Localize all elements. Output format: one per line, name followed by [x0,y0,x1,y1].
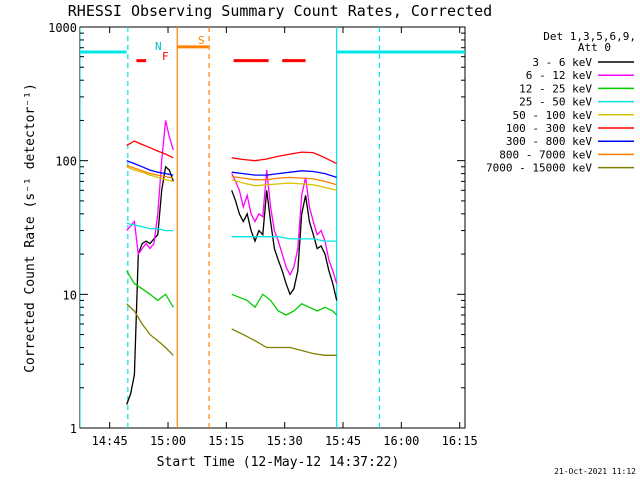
footer-date: 21-Oct-2021 11:12 [554,467,636,476]
series-line-0-0 [126,165,174,405]
legend-label-4: 50 - 100 keV [513,109,593,122]
series-line-6-0 [126,160,174,176]
series-line-8-1 [231,328,337,356]
series-line-3-0 [126,222,174,232]
series-line-5-0 [126,140,174,159]
x-tick-label-0: 14:45 [92,434,128,448]
series-line-1-0 [126,120,174,256]
chart-title: RHESSI Observing Summary Count Rates, Co… [68,2,492,20]
series-line-8-0 [126,303,174,356]
series-line-6-1 [231,170,337,179]
x-tick-label-6: 16:15 [442,434,478,448]
series-line-3-1 [231,236,337,242]
series-line-2-0 [126,270,174,308]
legend-label-7: 800 - 7000 keV [499,148,592,161]
series-line-2-1 [231,293,338,316]
legend-label-8: 7000 - 15000 keV [486,162,592,175]
legend-label-0: 3 - 6 keV [532,56,592,69]
legend-label-5: 100 - 300 keV [506,122,592,135]
x-tick-label-5: 16:00 [383,434,419,448]
x-axis-label: Start Time (12-May-12 14:37:22) [157,455,400,470]
y-tick-label-3: 1000 [48,21,77,35]
x-tick-label-1: 15:00 [150,434,186,448]
y-tick-label-0: 1 [70,422,77,436]
series-line-5-1 [231,151,337,165]
legend-label-2: 12 - 25 keV [519,82,592,95]
series-line-4-0 [126,166,174,183]
x-tick-label-2: 15:15 [208,434,244,448]
flag-label-n: N [155,40,162,53]
legend-label-3: 25 - 50 keV [519,96,592,109]
flag-label-s: S [198,34,205,47]
legend-label-6: 300 - 800 keV [506,135,592,148]
series-line-0-1 [231,190,338,301]
series-line-1-1 [231,170,338,284]
series-line-7-1 [231,175,337,186]
legend-header-line-2: Att 0 [578,41,611,54]
series-line-7-0 [126,164,174,179]
y-tick-label-2: 100 [55,155,77,169]
x-tick-label-4: 15:45 [325,434,361,448]
legend-header-line-1: Det 1,3,5,6,9, [543,30,636,43]
y-tick-label-1: 10 [63,288,77,302]
flag-label-f: F [162,50,169,63]
series-line-4-1 [231,179,337,191]
x-tick-label-3: 15:30 [267,434,303,448]
legend-label-1: 6 - 12 keV [526,69,593,82]
plot-area [79,26,466,429]
y-axis-label: Corrected Count Rate (s⁻¹ detector⁻¹) [23,83,38,373]
